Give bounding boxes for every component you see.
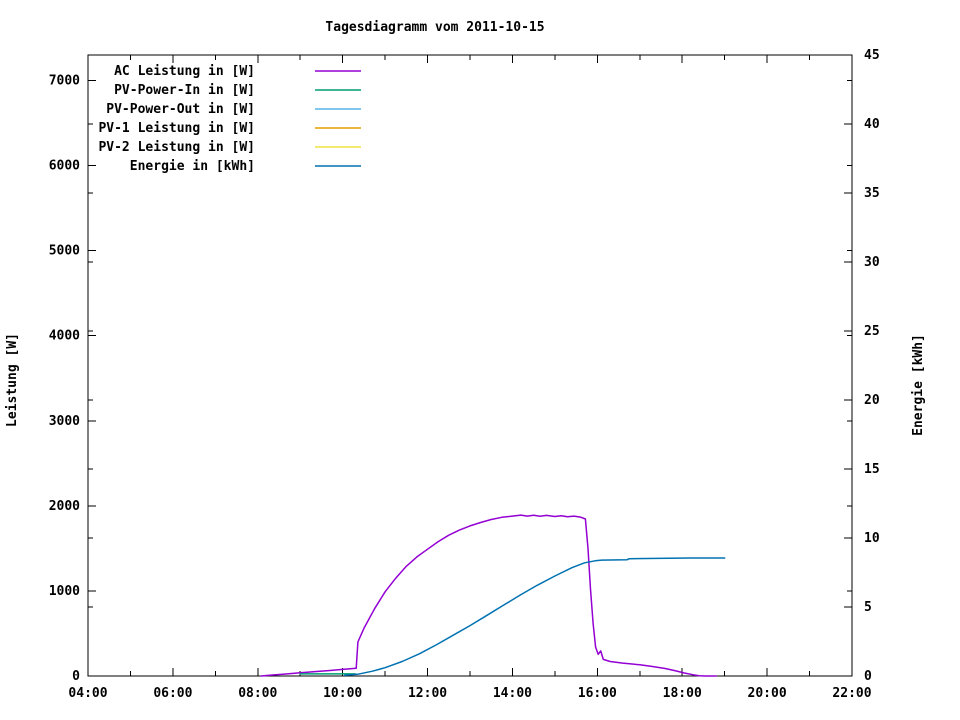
series-line-ac-leistung-in-w (260, 514, 717, 677)
y-tick-label: 1000 (49, 584, 80, 599)
legend-label: PV-Power-Out in [W] (106, 102, 255, 117)
y-tick-label: 3000 (49, 414, 80, 429)
legend-label: Energie in [kWh] (130, 159, 255, 174)
y2-tick-label: 10 (864, 531, 880, 546)
y2-tick-label: 0 (864, 669, 872, 684)
series-line-energie-in-kwh (344, 557, 726, 677)
x-tick-label: 10:00 (323, 686, 362, 701)
legend-label: PV-2 Leistung in [W] (98, 140, 255, 155)
x-tick-label: 14:00 (493, 686, 532, 701)
y-tick-label: 2000 (49, 499, 80, 514)
x-tick-label: 08:00 (238, 686, 277, 701)
y2-tick-label: 5 (864, 600, 872, 615)
x-tick-label: 20:00 (748, 686, 787, 701)
y-tick-label: 7000 (49, 74, 80, 89)
y2-tick-label: 30 (864, 255, 880, 270)
y-tick-label: 4000 (49, 329, 80, 344)
legend-label: AC Leistung in [W] (114, 64, 255, 79)
x-tick-label: 22:00 (832, 686, 871, 701)
legend-label: PV-Power-In in [W] (114, 83, 255, 98)
y-tick-label: 0 (72, 669, 80, 684)
right-axis-title: Energie [kWh] (911, 334, 926, 436)
x-tick-label: 16:00 (578, 686, 617, 701)
x-tick-label: 06:00 (153, 686, 192, 701)
x-tick-label: 18:00 (663, 686, 702, 701)
y2-tick-label: 20 (864, 393, 880, 408)
y2-tick-label: 45 (864, 48, 880, 63)
y-tick-label: 5000 (49, 244, 80, 259)
x-tick-label: 12:00 (408, 686, 447, 701)
legend-label: PV-1 Leistung in [W] (98, 121, 255, 136)
plot-body: 04:00 06:00 08:00 10:00 12:00 14:00 16:00 18:00… (49, 48, 880, 701)
y-tick-label: 6000 (49, 159, 80, 174)
x-tick-label: 04:00 (68, 686, 107, 701)
y2-tick-label: 15 (864, 462, 880, 477)
chart-title: Tagesdiagramm vom 2011-10-15 (325, 20, 544, 35)
y2-tick-label: 40 (864, 117, 880, 132)
y2-tick-label: 35 (864, 186, 880, 201)
left-axis-title: Leistung [W] (5, 333, 20, 427)
y2-tick-label: 25 (864, 324, 880, 339)
